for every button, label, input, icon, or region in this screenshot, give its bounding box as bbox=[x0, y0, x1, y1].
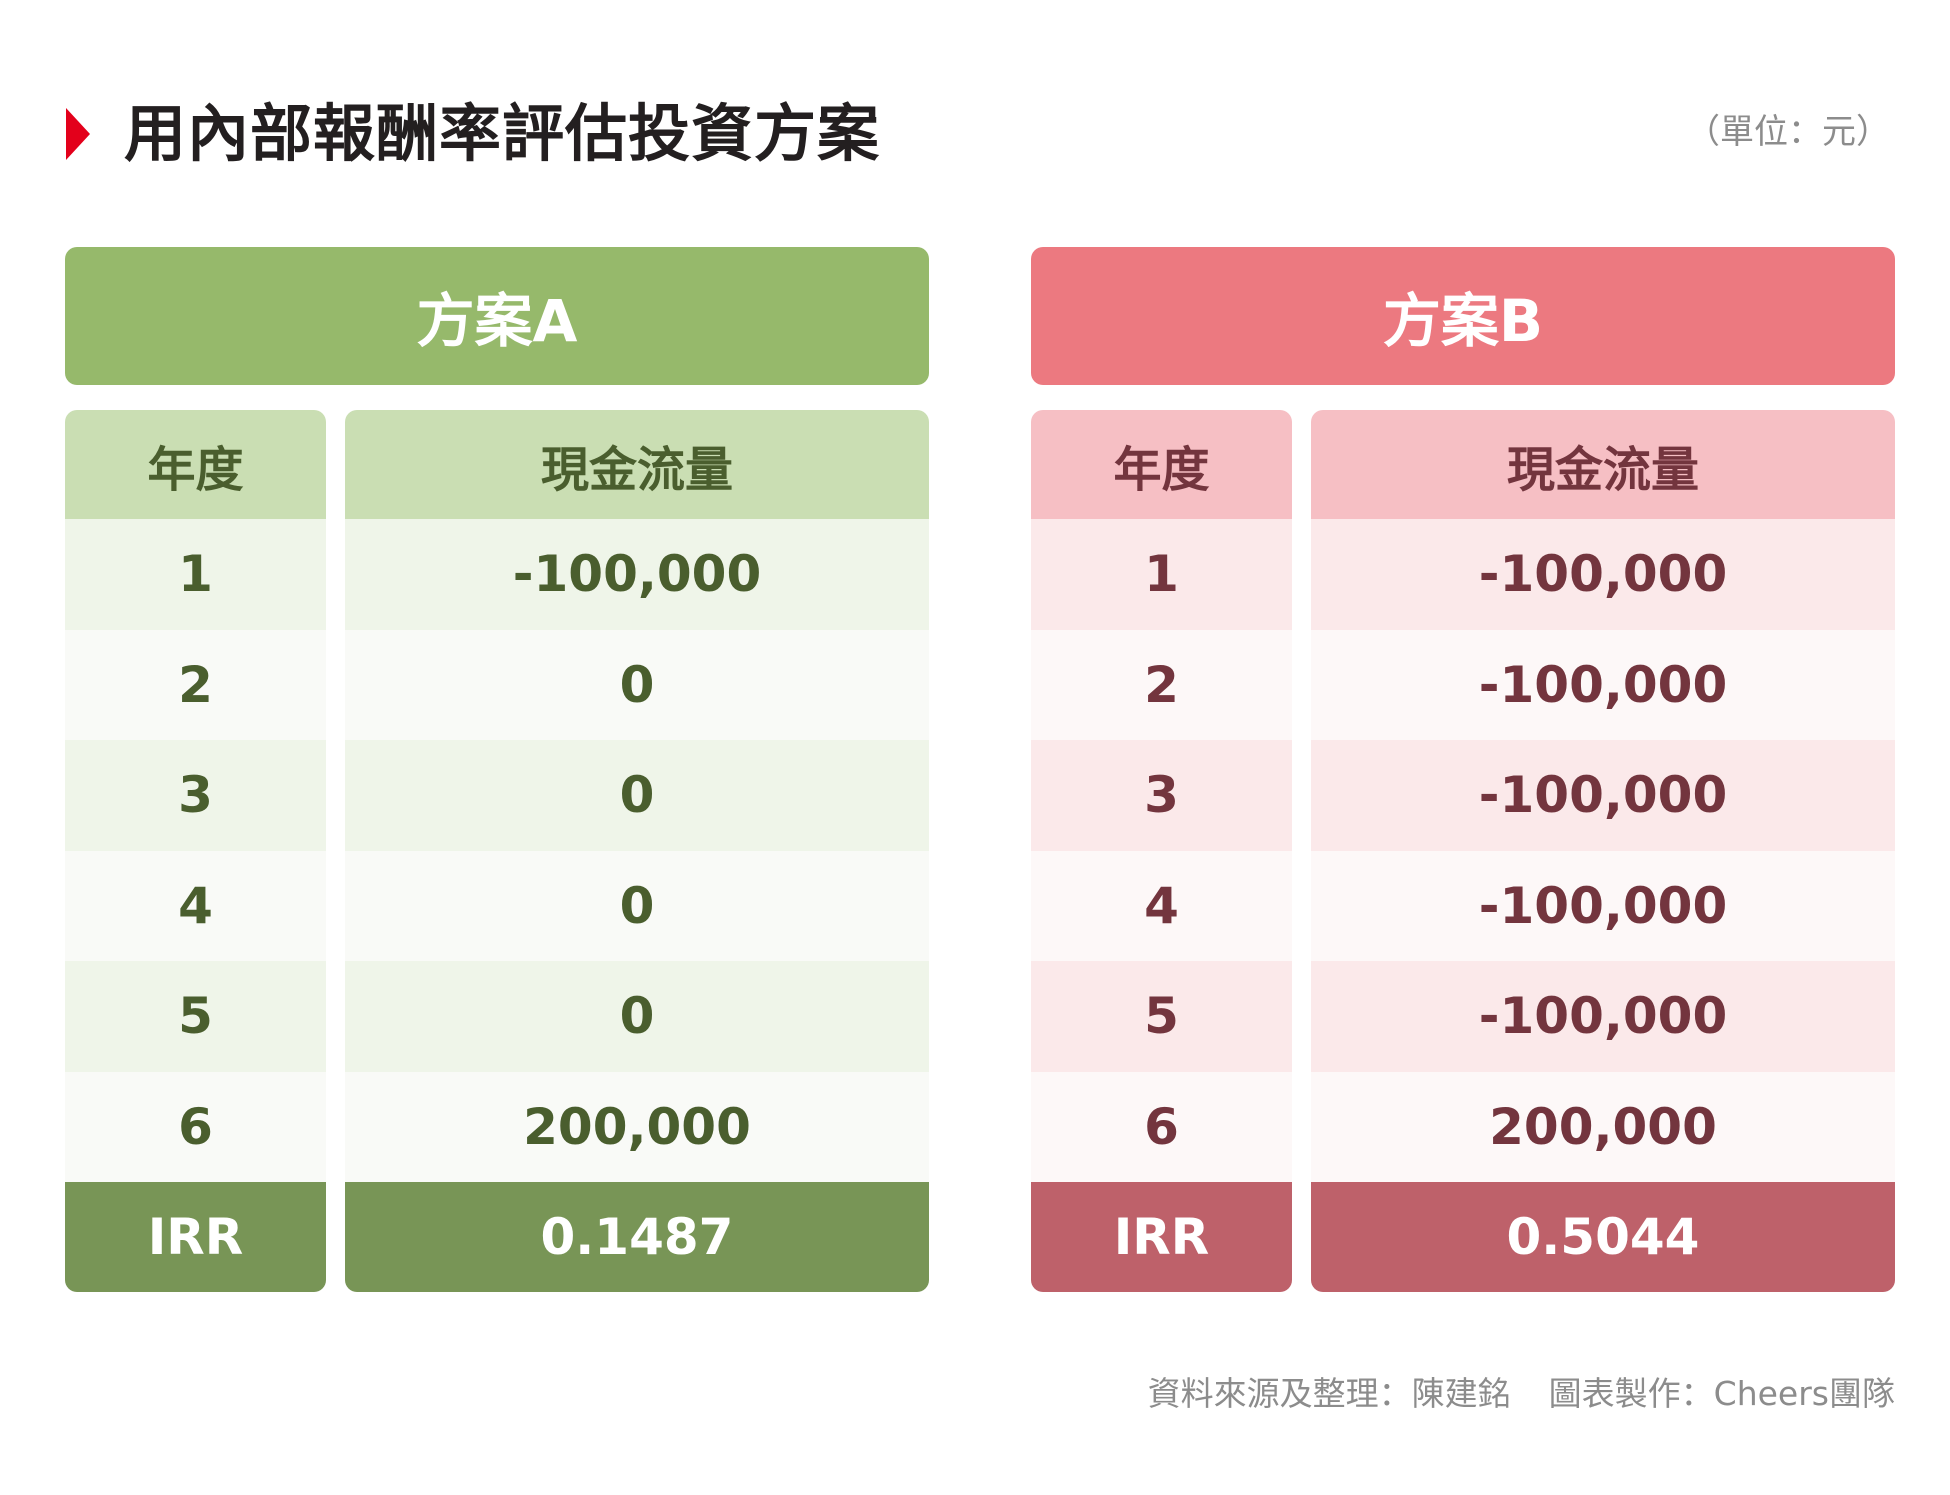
unit-note: （單位：元） bbox=[1686, 112, 1890, 152]
source-credit: 資料來源及整理：陳建銘 bbox=[1147, 1374, 1511, 1413]
cashflow-cell: -100,000 bbox=[1311, 519, 1895, 630]
page-title: 用內部報酬率評估投資方案 bbox=[124, 97, 881, 170]
year-column-header: 年度 bbox=[1031, 410, 1292, 519]
cashflow-cell: 0 bbox=[345, 740, 929, 851]
design-credit: 圖表製作：Cheers團隊 bbox=[1548, 1374, 1895, 1413]
year-cell: 4 bbox=[65, 850, 326, 961]
irr-label: IRR bbox=[65, 1182, 326, 1292]
cashflow-cell: 0 bbox=[345, 850, 929, 961]
year-cell: 4 bbox=[1031, 850, 1292, 961]
cashflow-cell: 0 bbox=[345, 629, 929, 740]
year-cell: 3 bbox=[1031, 740, 1292, 851]
year-cell: 1 bbox=[1031, 519, 1292, 630]
plan-a-cashflow-column: 現金流量 -100,000 0 0 0 0 200,000 0.1487 bbox=[345, 410, 929, 1292]
plan-b-header: 方案B bbox=[1031, 247, 1895, 385]
cashflow-cell: -100,000 bbox=[1311, 850, 1895, 961]
cashflow-column-header: 現金流量 bbox=[345, 410, 929, 519]
plan-b-panel: 方案B 年度 1 2 3 4 5 6 IRR 現金流量 -100,000 -10… bbox=[1031, 247, 1895, 1293]
plan-a-year-column: 年度 1 2 3 4 5 6 IRR bbox=[65, 410, 326, 1292]
irr-label: IRR bbox=[1031, 1182, 1292, 1292]
cashflow-cell: -100,000 bbox=[345, 519, 929, 630]
plan-a-header: 方案A bbox=[65, 247, 929, 385]
plan-b-cashflow-column: 現金流量 -100,000 -100,000 -100,000 -100,000… bbox=[1311, 410, 1895, 1292]
cashflow-cell: 200,000 bbox=[345, 1071, 929, 1182]
year-cell: 6 bbox=[65, 1071, 326, 1182]
year-cell: 6 bbox=[1031, 1071, 1292, 1182]
year-cell: 5 bbox=[1031, 961, 1292, 1072]
title-marker-icon bbox=[66, 108, 90, 160]
cashflow-cell: -100,000 bbox=[1311, 740, 1895, 851]
plan-b-year-column: 年度 1 2 3 4 5 6 IRR bbox=[1031, 410, 1292, 1292]
year-cell: 5 bbox=[65, 961, 326, 1072]
irr-value: 0.5044 bbox=[1311, 1182, 1895, 1292]
irr-value: 0.1487 bbox=[345, 1182, 929, 1292]
year-column-header: 年度 bbox=[65, 410, 326, 519]
year-cell: 2 bbox=[1031, 629, 1292, 740]
year-cell: 3 bbox=[65, 740, 326, 851]
cashflow-cell: -100,000 bbox=[1311, 629, 1895, 740]
cashflow-column-header: 現金流量 bbox=[1311, 410, 1895, 519]
year-cell: 2 bbox=[65, 629, 326, 740]
cashflow-cell: 200,000 bbox=[1311, 1071, 1895, 1182]
plan-a-panel: 方案A 年度 1 2 3 4 5 6 IRR 現金流量 -100,000 0 0… bbox=[65, 247, 929, 1293]
credits: 資料來源及整理：陳建銘 圖表製作：Cheers團隊 bbox=[1148, 1372, 1895, 1416]
cashflow-cell: 0 bbox=[345, 961, 929, 1072]
cashflow-cell: -100,000 bbox=[1311, 961, 1895, 1072]
year-cell: 1 bbox=[65, 519, 326, 630]
